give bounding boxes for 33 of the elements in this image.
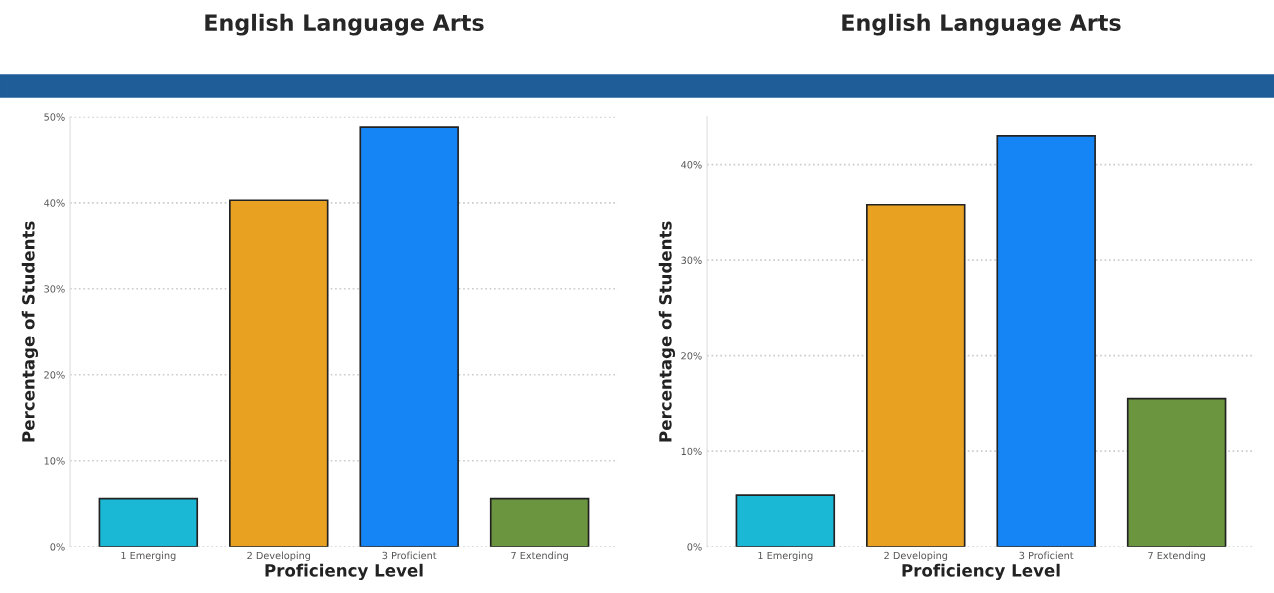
y-tick-label: 20% bbox=[44, 371, 65, 379]
y-tick-label: 0% bbox=[50, 543, 65, 551]
bar bbox=[359, 126, 459, 547]
y-tick-label: 50% bbox=[44, 113, 65, 121]
y-tick-label: 40% bbox=[44, 199, 65, 207]
chart-title: English Language Arts bbox=[842, 13, 1121, 36]
x-tick-label: 1 Emerging bbox=[758, 551, 813, 562]
x-tick-label: 2 Developing bbox=[884, 551, 948, 562]
bar bbox=[996, 135, 1096, 547]
y-tick-label: 30% bbox=[44, 285, 65, 293]
y-tick-label: 20% bbox=[681, 352, 702, 360]
x-axis-title: Proficiency Level bbox=[265, 563, 423, 581]
x-tick-label: 3 Proficient bbox=[382, 551, 437, 560]
x-tick-label: 3 Proficient bbox=[1019, 551, 1074, 560]
bar bbox=[489, 497, 590, 547]
x-axis-title: Proficiency Level bbox=[902, 563, 1060, 581]
chart-title: English Language Arts bbox=[205, 13, 484, 36]
y-tick-label: 10% bbox=[44, 457, 65, 465]
x-tick-label: 2 Developing bbox=[247, 551, 311, 562]
y-axis-title: Percentage of Students bbox=[21, 221, 39, 442]
y-tick-label: 10% bbox=[681, 447, 702, 456]
y-tick-label: 40% bbox=[681, 161, 702, 169]
bar bbox=[98, 497, 199, 547]
y-axis-title: Percentage of Students bbox=[658, 221, 676, 442]
bar bbox=[735, 494, 836, 547]
bar bbox=[229, 199, 329, 547]
bar bbox=[866, 203, 966, 547]
x-tick-label: 7 Extending bbox=[511, 551, 568, 562]
x-tick-label: 7 Extending bbox=[1148, 551, 1205, 562]
x-tick-label: 1 Emerging bbox=[121, 551, 176, 562]
y-tick-label: 0% bbox=[687, 543, 702, 551]
y-tick-label: 30% bbox=[681, 256, 702, 264]
bar bbox=[1126, 397, 1227, 547]
